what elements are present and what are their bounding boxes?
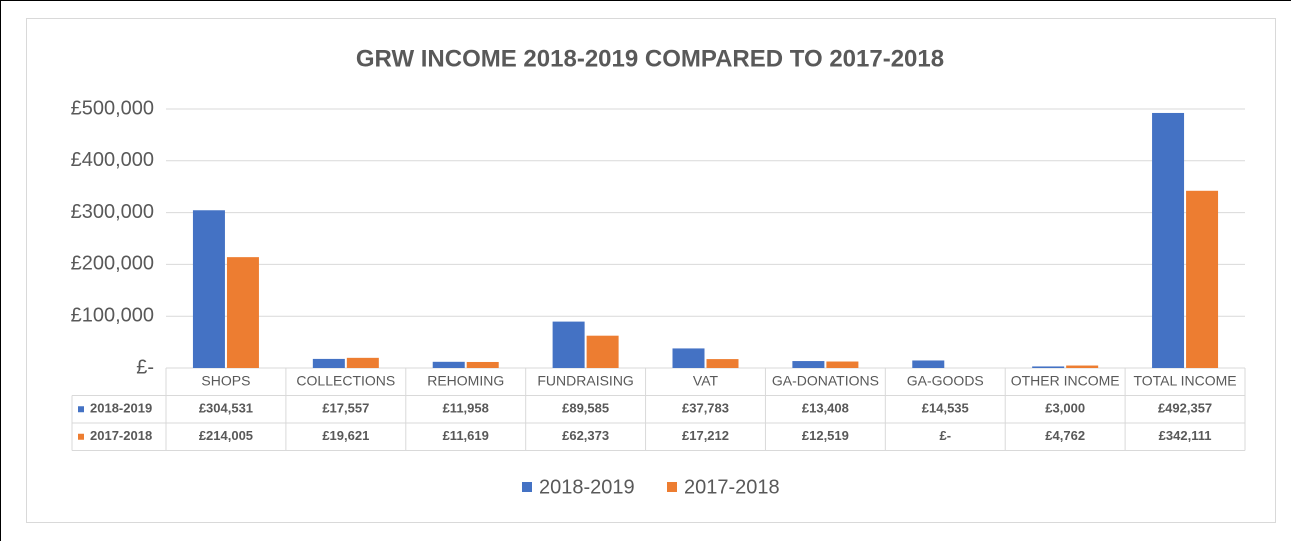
x-tick-label: COLLECTIONS (296, 372, 395, 388)
x-tick-label: FUNDRAISING (537, 372, 633, 388)
legend-swatch (667, 482, 677, 492)
y-tick-label: £500,000 (71, 97, 154, 119)
bar (586, 335, 619, 368)
table-value: £17,212 (682, 428, 729, 443)
table-value: £19,621 (322, 428, 369, 443)
y-tick-label: £100,000 (71, 304, 154, 326)
table-value: £492,357 (1158, 401, 1212, 416)
bar (912, 360, 945, 368)
bar (1186, 190, 1219, 368)
table-value: £13,408 (802, 401, 849, 416)
bar (312, 358, 345, 368)
x-tick-label: OTHER INCOME (1011, 372, 1120, 388)
table-value: £304,531 (199, 401, 253, 416)
y-tick-label: £300,000 (71, 201, 154, 223)
bar (706, 359, 739, 368)
row-label: 2018-2019 (90, 401, 152, 416)
table-value: £3,000 (1045, 401, 1085, 416)
legend-key (78, 406, 84, 413)
legend-label: 2017-2018 (684, 476, 780, 498)
x-tick-label: REHOMING (427, 372, 504, 388)
table-value: £14,535 (922, 401, 969, 416)
table-value: £12,519 (802, 428, 849, 443)
x-tick-label: VAT (693, 372, 719, 388)
table-value: £11,619 (443, 428, 489, 443)
y-tick-label: £- (136, 356, 154, 378)
table-value: £214,005 (199, 428, 253, 443)
bar (466, 361, 499, 368)
x-tick-label: SHOPS (201, 372, 250, 388)
legend-label: 2018-2019 (539, 476, 635, 498)
legend-key (78, 433, 84, 440)
bar (826, 361, 859, 368)
table-value: £4,762 (1045, 428, 1085, 443)
bar (226, 257, 259, 368)
table-value: £37,783 (682, 401, 729, 416)
y-tick-label: £200,000 (71, 253, 154, 275)
x-tick-label: GA-GOODS (907, 372, 984, 388)
bar (346, 357, 379, 368)
bar (552, 321, 585, 368)
bar (1032, 366, 1065, 368)
y-tick-label: £400,000 (71, 149, 154, 171)
table-value: £17,557 (322, 401, 369, 416)
chart-title: GRW INCOME 2018-2019 COMPARED TO 2017-20… (356, 45, 944, 72)
x-tick-label: GA-DONATIONS (772, 372, 879, 388)
bar (792, 361, 825, 368)
bar (192, 210, 225, 368)
table-value: £62,373 (562, 428, 609, 443)
legend-swatch (522, 482, 532, 492)
table-value: £- (939, 428, 951, 443)
table-value: £342,111 (1159, 428, 1212, 443)
bar (1152, 112, 1185, 368)
table-value: £89,585 (562, 401, 609, 416)
row-label: 2017-2018 (90, 428, 152, 443)
bar (1066, 365, 1099, 368)
bar (672, 348, 705, 368)
bar (432, 361, 465, 368)
table-value: £11,958 (443, 401, 489, 416)
x-tick-label: TOTAL INCOME (1133, 372, 1236, 388)
